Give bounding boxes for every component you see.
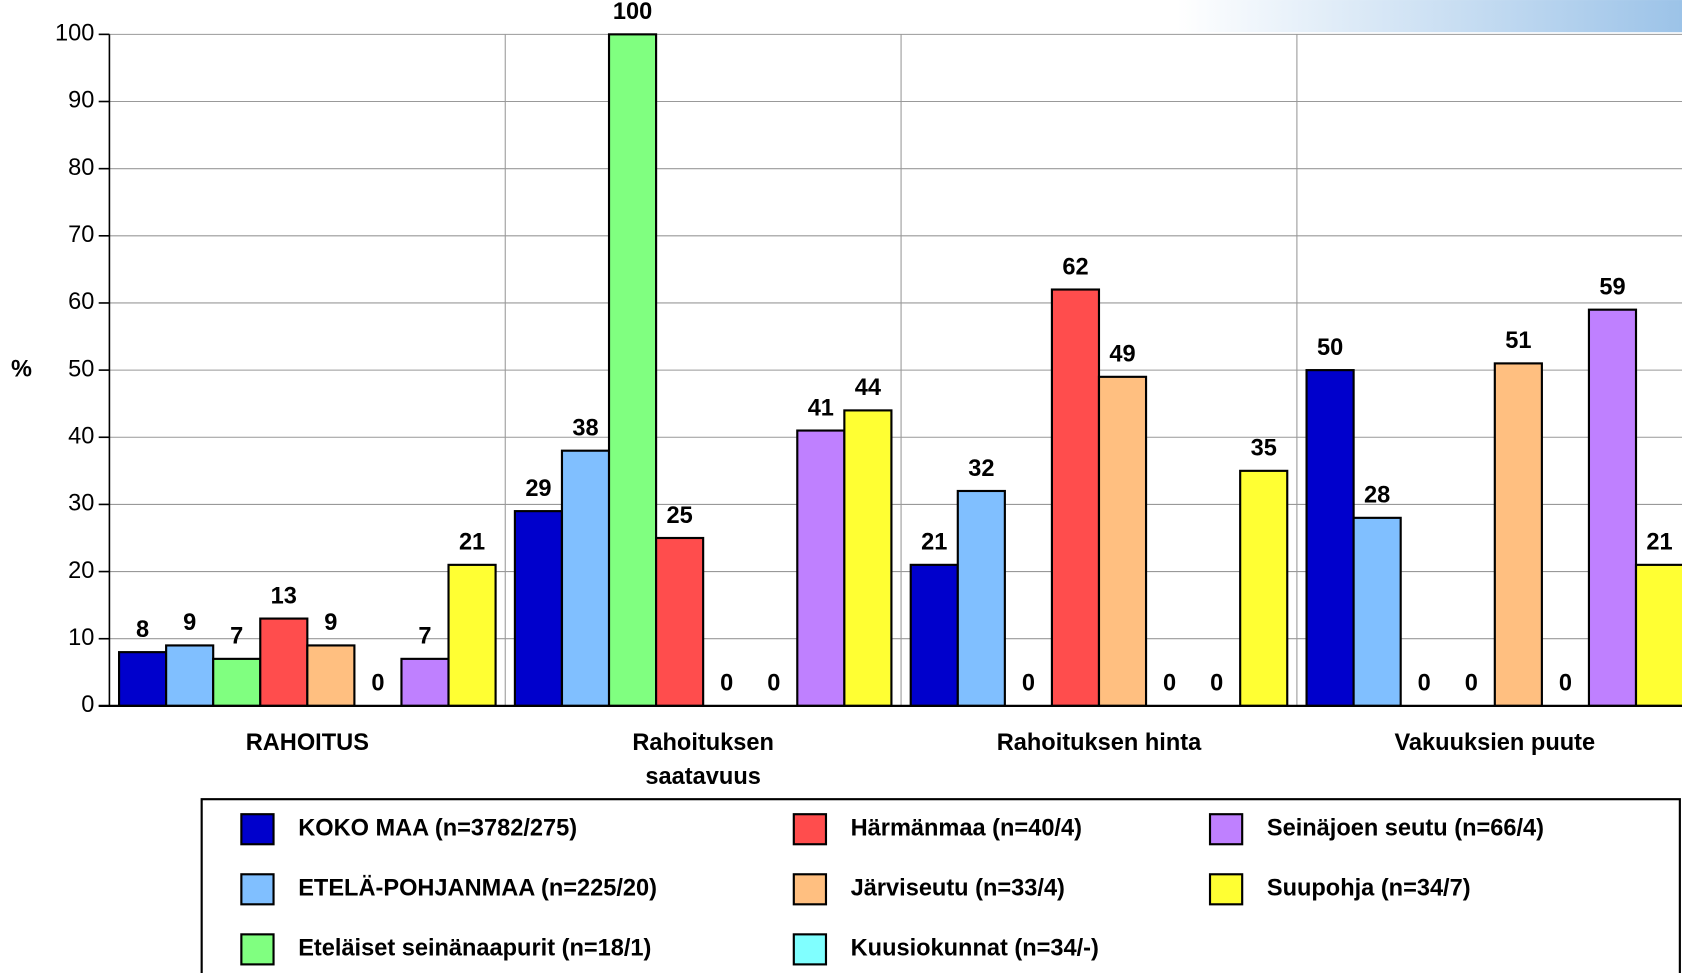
- value-label: 0: [1559, 670, 1572, 696]
- value-label: 29: [525, 475, 551, 501]
- x-tick-label: Rahoituksen saatavuus: [632, 728, 774, 790]
- value-label: 9: [183, 609, 196, 635]
- bar: [259, 617, 309, 707]
- legend-swatch: [792, 933, 828, 966]
- bar: [400, 657, 450, 707]
- value-label: 8: [136, 616, 149, 642]
- value-label: 21: [1646, 529, 1672, 555]
- value-label: 0: [1210, 670, 1223, 696]
- y-tick-label: 40: [68, 422, 94, 448]
- x-tick-label: Rahoituksen hinta: [996, 728, 1202, 756]
- bar: [655, 536, 705, 707]
- value-label: 41: [808, 394, 834, 420]
- bar: [513, 510, 564, 707]
- y-tick-label: 60: [68, 288, 94, 314]
- x-tick-label-box: RAHOITUS: [245, 728, 369, 756]
- legend-label: ETELÄ-POHJANMAA (n=225/20): [298, 875, 657, 901]
- bar: [560, 449, 611, 707]
- value-label: 0: [371, 670, 384, 696]
- bar: [1352, 516, 1402, 707]
- bar: [1050, 288, 1101, 707]
- legend-label: Eteläiset seinänaapurit (n=18/1): [298, 935, 651, 961]
- legend-swatch: [240, 813, 275, 846]
- value-label: 62: [1062, 253, 1088, 279]
- bar: [843, 409, 893, 707]
- value-label: 49: [1109, 341, 1135, 367]
- bar: [1305, 369, 1355, 707]
- bar: [607, 33, 658, 707]
- y-tick-label: 70: [68, 221, 94, 247]
- value-label: 32: [968, 455, 994, 481]
- value-label: 0: [767, 670, 780, 696]
- value-label: 9: [324, 609, 337, 635]
- value-label: 25: [667, 502, 693, 528]
- bar: [1634, 563, 1682, 707]
- legend-label: Seinäjoen seutu (n=66/4): [1267, 814, 1544, 840]
- bar: [1239, 469, 1289, 707]
- legend-label: Kuusiokunnat (n=34/-): [851, 935, 1099, 961]
- value-label: 0: [1022, 670, 1035, 696]
- y-tick-label: 0: [81, 691, 94, 717]
- legend-swatch: [240, 873, 275, 906]
- legend-swatch: [1208, 813, 1244, 846]
- bar: [909, 563, 959, 707]
- y-axis-label: %: [11, 355, 32, 381]
- value-label: 44: [855, 374, 881, 400]
- x-tick-label: RAHOITUS: [245, 728, 369, 756]
- x-tick-label-box: Rahoituksen hinta: [996, 728, 1202, 756]
- y-tick-label: 50: [68, 355, 94, 381]
- y-tick-label: 30: [68, 490, 94, 516]
- bar: [1587, 308, 1638, 707]
- bar: [1493, 362, 1543, 707]
- legend-swatch: [792, 813, 828, 846]
- value-label: 0: [1465, 670, 1478, 696]
- y-tick-label: 10: [68, 624, 94, 650]
- value-label: 21: [921, 529, 947, 555]
- legend-swatch: [792, 873, 828, 906]
- value-label: 0: [720, 670, 733, 696]
- x-tick-label-box: Rahoituksen saatavuus: [632, 728, 774, 790]
- legend-label: Härmänmaa (n=40/4): [851, 814, 1082, 840]
- legend-box: [200, 798, 1681, 973]
- value-label: 38: [572, 414, 598, 440]
- background-band: [0, 0, 1682, 33]
- value-label: 7: [418, 623, 431, 649]
- value-label: 0: [1163, 670, 1176, 696]
- y-tick-label: 20: [68, 557, 94, 583]
- x-tick-label: Vakuuksien puute: [1394, 728, 1596, 756]
- legend-label: KOKO MAA (n=3782/275): [298, 814, 577, 840]
- bar: [796, 429, 846, 707]
- bar: [447, 563, 497, 707]
- bar: [1097, 375, 1148, 707]
- y-tick-label: 100: [55, 20, 94, 46]
- legend-label: Järviseutu (n=33/4): [851, 875, 1065, 901]
- legend-swatch: [240, 933, 275, 966]
- legend-label: Suupohja (n=34/7): [1267, 875, 1471, 901]
- value-label: 7: [230, 623, 243, 649]
- bar: [165, 644, 215, 707]
- value-label: 51: [1505, 327, 1531, 353]
- bar: [956, 489, 1006, 707]
- value-label: 13: [271, 582, 297, 608]
- x-tick-label-box: Vakuuksien puute: [1394, 728, 1596, 756]
- value-label: 100: [613, 0, 652, 24]
- y-tick-label: 80: [68, 154, 94, 180]
- value-label: 21: [459, 529, 485, 555]
- bar: [212, 657, 262, 707]
- value-label: 35: [1251, 435, 1277, 461]
- value-label: 50: [1317, 334, 1343, 360]
- legend-swatch: [1208, 873, 1244, 906]
- value-label: 0: [1418, 670, 1431, 696]
- bar: [306, 644, 356, 707]
- value-label: 59: [1599, 273, 1625, 299]
- value-label: 28: [1364, 482, 1390, 508]
- y-tick-label: 90: [68, 87, 94, 113]
- bar: [117, 651, 168, 707]
